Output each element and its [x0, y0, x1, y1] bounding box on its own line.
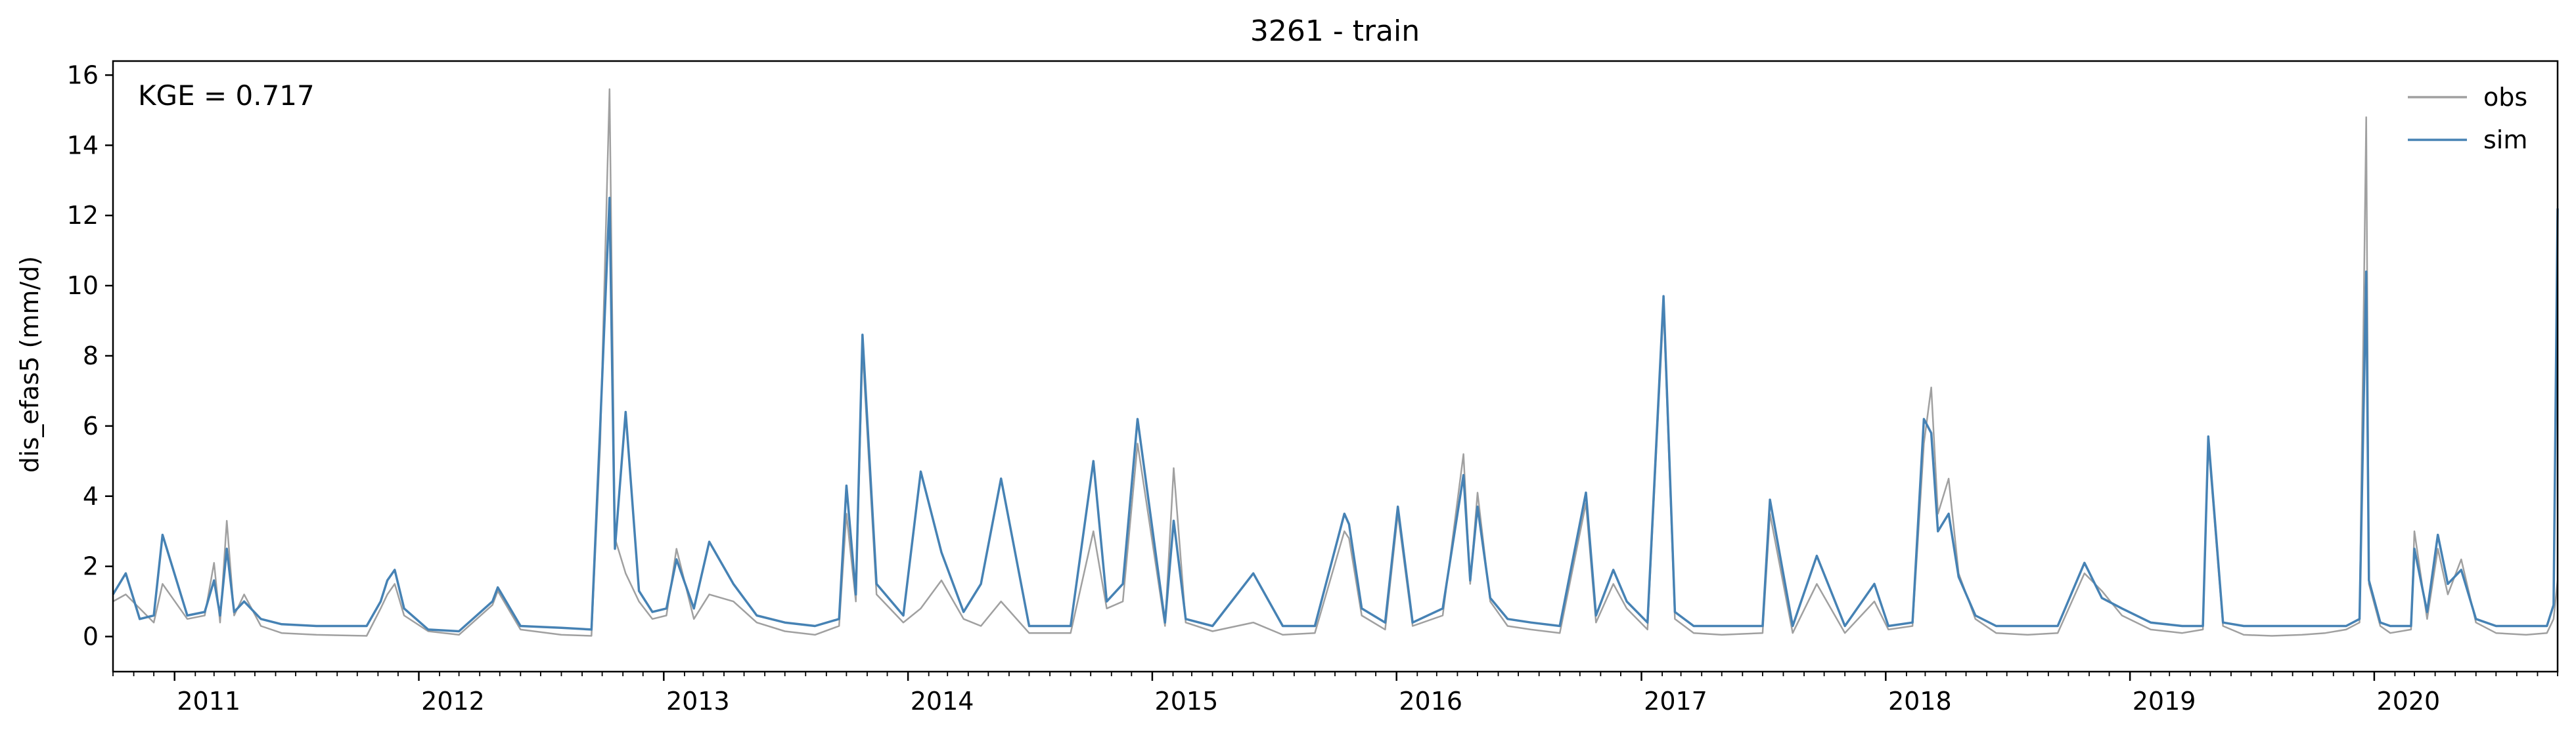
kge-annotation: KGE = 0.717 [138, 79, 315, 112]
y-axis: 0 2 4 6 8 10 12 14 16 [67, 60, 113, 651]
legend-label-obs: obs [2483, 83, 2527, 112]
axes-frame [112, 60, 2559, 673]
x-tick-label: 2016 [1399, 687, 1462, 716]
y-axis-label: dis_efas5 (mm/d) [15, 256, 44, 473]
x-tick-label: 2015 [1155, 687, 1219, 716]
x-tick-label: 2014 [911, 687, 974, 716]
x-axis: 2011 2012 2013 2014 2015 2016 2017 2018 2019 2020 [112, 672, 2558, 716]
x-tick-label: 2020 [2377, 687, 2441, 716]
plot-area [112, 88, 2559, 637]
y-tick-label: 10 [67, 271, 99, 300]
y-tick-label: 14 [67, 131, 99, 160]
y-tick-label: 4 [83, 482, 99, 511]
legend-label-sim: sim [2483, 125, 2527, 154]
x-tick-label: 2018 [1888, 687, 1952, 716]
y-tick-label: 2 [83, 552, 99, 581]
y-tick-label: 16 [67, 60, 99, 89]
y-tick-label: 6 [83, 412, 99, 441]
y-tick-label: 8 [83, 341, 99, 370]
y-tick-label: 12 [67, 201, 99, 230]
x-tick-label: 2017 [1644, 687, 1707, 716]
x-tick-label: 2019 [2133, 687, 2196, 716]
x-tick-label: 2011 [177, 687, 240, 716]
x-tick-label: 2013 [666, 687, 730, 716]
series-line-sim [112, 196, 2559, 633]
legend: obs sim [2408, 83, 2527, 154]
y-tick-label: 0 [83, 622, 99, 651]
chart-title: 3261 - train [1250, 14, 1420, 48]
x-tick-label: 2012 [421, 687, 485, 716]
